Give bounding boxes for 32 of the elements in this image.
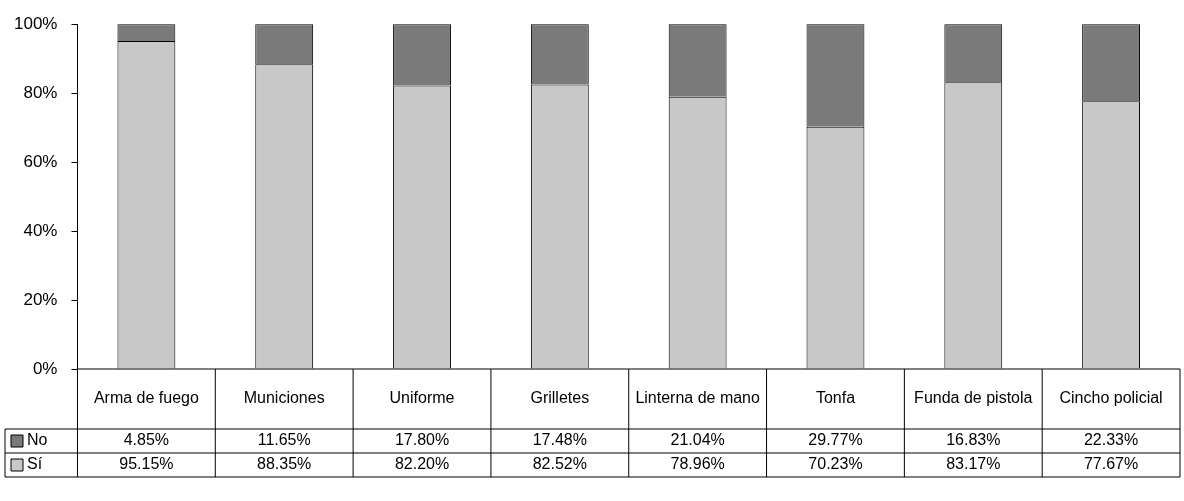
x-tick-label: Municiones [243,389,325,407]
y-tick-label: 0% [32,358,58,378]
data-label: 17.80% [394,431,450,449]
x-tick-label: Linterna de mano [635,389,761,407]
y-tick-label: 40% [23,220,58,240]
x-tick-label: Funda de pistola [914,389,1033,407]
x-tick-label: Arma de fuego [93,389,199,407]
x-tick-label: Uniforme [389,389,455,407]
legend-label: Sí [27,455,43,473]
data-label: 16.83% [946,431,1001,449]
x-tick-label: Grilletes [530,389,590,407]
data-label: 77.67% [1083,455,1139,473]
data-label: 29.77% [808,431,863,449]
data-label: 82.20% [394,455,450,473]
data-label: 17.48% [532,431,587,449]
data-label: 4.85% [123,431,170,449]
data-label: 11.65% [257,431,311,449]
data-label: 78.96% [670,455,725,473]
x-tick-label: Tonfa [815,389,856,407]
y-tick-label: 80% [23,82,58,102]
y-tick-label: 100% [14,13,58,33]
y-tick-label: 20% [23,289,58,309]
data-label: 88.35% [257,455,312,473]
y-tick-label: 60% [23,151,58,171]
legend-label: No [27,431,48,449]
data-label: 22.33% [1083,431,1139,449]
data-label: 95.15% [119,455,174,473]
data-label: 82.52% [532,455,587,473]
x-tick-label: Cincho policial [1059,389,1163,407]
data-label: 83.17% [946,455,1001,473]
data-label: 21.04% [670,431,725,449]
data-label: 70.23% [808,455,863,473]
